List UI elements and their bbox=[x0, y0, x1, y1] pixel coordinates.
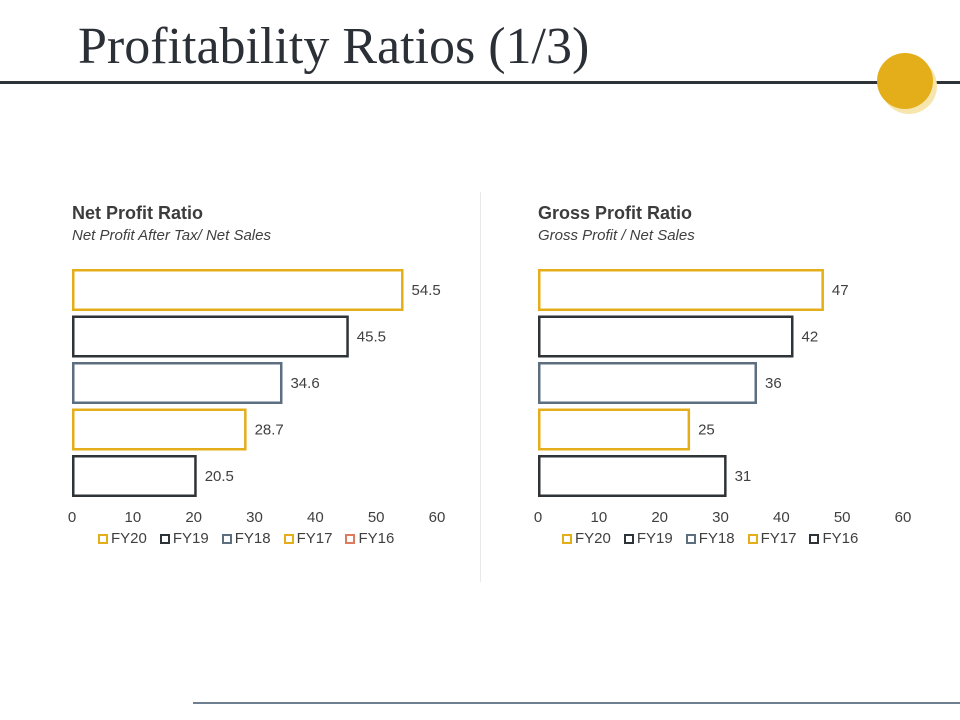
x-tick-label: 60 bbox=[429, 509, 446, 526]
legend-swatch bbox=[345, 533, 356, 544]
legend-item: FY18 bbox=[221, 530, 271, 547]
net-profit-plot: 54.5 45.5 34.6 28.7 20.5 0 10 20 30 40 50 60 bbox=[68, 269, 446, 526]
legend-label: FY20 bbox=[111, 530, 147, 547]
legend-swatch bbox=[159, 533, 170, 544]
chart-subtitle: Net Profit After Tax/ Net Sales bbox=[72, 227, 271, 244]
bar-fy16 bbox=[538, 455, 727, 497]
data-label: 20.5 bbox=[205, 468, 234, 485]
legend-swatch bbox=[221, 533, 232, 544]
x-tick-label: 0 bbox=[68, 509, 76, 526]
bar-fy18 bbox=[72, 362, 283, 404]
title-rule bbox=[0, 81, 880, 84]
bar-fy19 bbox=[72, 315, 349, 358]
bottom-rule bbox=[193, 702, 960, 704]
x-tick-label: 50 bbox=[834, 509, 851, 526]
net-profit-ratio-chart: Net Profit Ratio Net Profit After Tax/ N… bbox=[60, 198, 480, 558]
legend-label: FY16 bbox=[358, 530, 395, 547]
bar-fy16 bbox=[72, 455, 197, 497]
x-tick-label: 20 bbox=[185, 509, 202, 526]
x-tick-label: 40 bbox=[307, 509, 324, 526]
x-tick-label: 10 bbox=[590, 509, 607, 526]
legend-label: FY19 bbox=[172, 530, 209, 547]
gross-profit-ratio-chart: Gross Profit Ratio Gross Profit / Net Sa… bbox=[526, 198, 946, 558]
x-tick-label: 40 bbox=[773, 509, 790, 526]
data-label: 42 bbox=[802, 329, 819, 346]
gross-profit-plot: 47 42 36 25 31 0 10 20 30 40 50 60 bbox=[534, 269, 912, 526]
legend-swatch bbox=[623, 533, 634, 544]
legend-item: FY16 bbox=[345, 530, 394, 547]
chart-divider bbox=[480, 192, 481, 582]
bar-fy17 bbox=[72, 408, 247, 451]
legend-item: FY20 bbox=[562, 530, 611, 547]
legend-label: FY17 bbox=[296, 530, 333, 547]
chart-subtitle: Gross Profit / Net Sales bbox=[538, 227, 695, 244]
legend-swatch bbox=[98, 533, 108, 544]
decorative-circle bbox=[877, 53, 933, 109]
legend-swatch bbox=[685, 533, 696, 544]
legend-label: FY20 bbox=[575, 530, 611, 547]
x-tick-label: 0 bbox=[534, 509, 542, 526]
chart-legend: FY20 FY19 FY18 FY17 FY16 bbox=[98, 530, 394, 547]
chart-title: Net Profit Ratio bbox=[72, 203, 204, 223]
title-rule-right bbox=[934, 81, 960, 84]
legend-item: FY16 bbox=[809, 530, 858, 547]
legend-label: FY19 bbox=[636, 530, 673, 547]
bar-fy19 bbox=[538, 315, 794, 358]
legend-item: FY19 bbox=[159, 530, 209, 547]
legend-swatch bbox=[747, 533, 758, 544]
x-tick-label: 10 bbox=[124, 509, 141, 526]
legend-item: FY20 bbox=[98, 530, 147, 547]
bar-fy17 bbox=[538, 408, 691, 451]
legend-swatch bbox=[562, 533, 572, 544]
bar-fy20 bbox=[538, 269, 824, 311]
x-tick-label: 50 bbox=[368, 509, 385, 526]
slide-title: Profitability Ratios (1/3) bbox=[78, 18, 590, 75]
legend-swatch bbox=[809, 533, 820, 544]
legend-label: FY16 bbox=[822, 530, 859, 547]
legend-item: FY19 bbox=[623, 530, 673, 547]
x-tick-label: 20 bbox=[651, 509, 668, 526]
data-label: 54.5 bbox=[412, 282, 441, 299]
legend-label: FY18 bbox=[234, 530, 271, 547]
data-label: 31 bbox=[735, 468, 752, 485]
x-tick-label: 30 bbox=[246, 509, 263, 526]
x-tick-label: 30 bbox=[712, 509, 729, 526]
legend-item: FY17 bbox=[283, 530, 333, 547]
legend-label: FY17 bbox=[760, 530, 797, 547]
data-label: 25 bbox=[698, 422, 715, 439]
legend-swatch bbox=[283, 533, 294, 544]
bar-fy18 bbox=[538, 362, 757, 404]
data-label: 34.6 bbox=[290, 375, 319, 392]
data-label: 47 bbox=[832, 282, 849, 299]
legend-item: FY18 bbox=[685, 530, 735, 547]
data-label: 45.5 bbox=[357, 329, 386, 346]
data-label: 36 bbox=[765, 375, 782, 392]
x-tick-label: 60 bbox=[895, 509, 912, 526]
data-label: 28.7 bbox=[255, 422, 284, 439]
bar-fy20 bbox=[72, 269, 404, 311]
chart-title: Gross Profit Ratio bbox=[538, 203, 693, 223]
legend-label: FY18 bbox=[698, 530, 735, 547]
legend-item: FY17 bbox=[747, 530, 797, 547]
chart-legend: FY20 FY19 FY18 FY17 FY16 bbox=[562, 530, 858, 547]
